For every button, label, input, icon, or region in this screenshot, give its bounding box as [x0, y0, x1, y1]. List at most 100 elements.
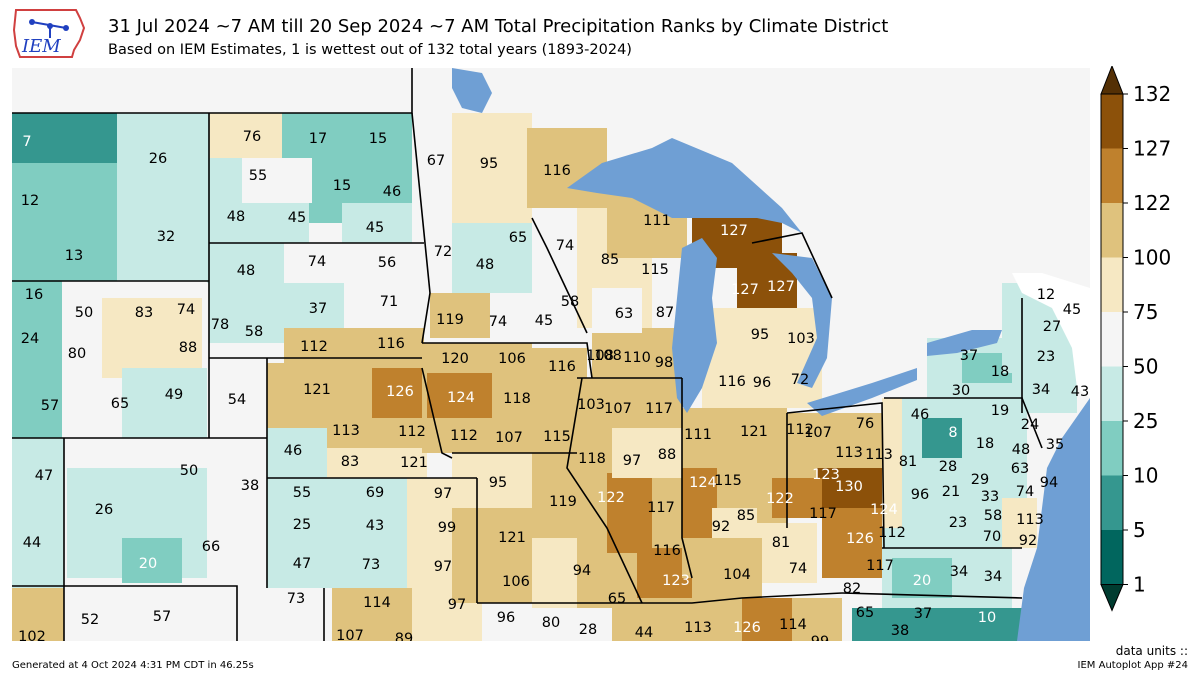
district-rank-label: 54: [228, 392, 246, 408]
district-rank-label: 98: [655, 355, 673, 371]
district: [267, 478, 337, 588]
precipitation-rank-map: 7 26 12 32 13 76 17 15 55 15 46 48 45 45 67 95 116 16 50 83…: [12, 68, 1090, 650]
lake-winnipeg: [452, 68, 492, 113]
district-rank-label: 27: [1043, 319, 1061, 335]
district-rank-label: 103: [577, 397, 605, 413]
district: [242, 158, 312, 203]
district: [772, 478, 822, 518]
district-rank-label: 26: [149, 151, 167, 167]
page-title: 31 Jul 2024 ~7 AM till 20 Sep 2024 ~7 AM…: [108, 16, 889, 37]
district-rank-label: 121: [740, 424, 768, 440]
district-rank-label: 55: [249, 168, 267, 184]
district-rank-label: 119: [549, 494, 577, 510]
district-rank-label: 104: [723, 567, 751, 583]
district-rank-label: 94: [1040, 475, 1058, 491]
district-rank-label: 126: [386, 384, 414, 400]
district: [412, 113, 452, 298]
district: [284, 283, 344, 328]
district-rank-label: 73: [362, 557, 380, 573]
district-rank-label: 116: [543, 163, 571, 179]
district-rank-label: 76: [243, 129, 261, 145]
colorbar-band: [1101, 312, 1123, 367]
district: [427, 373, 492, 418]
district-rank-label: 37: [960, 348, 978, 364]
district-rank-label: 37: [914, 606, 932, 622]
district: [284, 328, 424, 363]
district-rank-label: 50: [75, 305, 93, 321]
district-rank-label: 88: [179, 340, 197, 356]
district-rank-label: 102: [18, 629, 46, 641]
district: [122, 368, 207, 438]
district-rank-label: 85: [601, 252, 619, 268]
district-rank-label: 87: [656, 305, 674, 321]
colorbar-band: [1101, 475, 1123, 530]
district-rank-label: 97: [623, 453, 641, 469]
district-rank-label: 20: [913, 573, 931, 589]
district: [852, 608, 1022, 641]
district-rank-label: 28: [939, 459, 957, 475]
district: [922, 418, 962, 458]
district-rank-label: 46: [383, 184, 401, 200]
district-rank-label: 78: [211, 317, 229, 333]
district-rank-label: 94: [573, 563, 591, 579]
district-rank-label: 113: [684, 620, 712, 636]
district-rank-label: 18: [991, 364, 1009, 380]
district-rank-label: 107: [495, 430, 523, 446]
district: [592, 328, 682, 378]
district-rank-label: 48: [227, 209, 245, 225]
district-rank-label: 85: [737, 508, 755, 524]
district-rank-label: 63: [1011, 461, 1029, 477]
district-rank-label: 65: [509, 230, 527, 246]
district: [712, 508, 757, 538]
district-rank-label: 106: [498, 351, 526, 367]
district-rank-label: 47: [35, 468, 53, 484]
district-rank-label: 106: [502, 574, 530, 590]
district: [430, 293, 490, 338]
colorbar-tick-label: 127: [1133, 137, 1171, 161]
district-rank-label: 58: [245, 324, 263, 340]
district-rank-label: 89: [395, 631, 413, 641]
district-rank-label: 114: [363, 595, 391, 611]
district-rank-label: 10: [978, 610, 996, 626]
district-rank-label: 74: [308, 254, 326, 270]
district-rank-label: 113: [835, 445, 863, 461]
district-rank-label: 74: [789, 561, 807, 577]
district-rank-label: 50: [180, 463, 198, 479]
district: [12, 281, 62, 441]
district-rank-label: 127: [731, 282, 759, 298]
district-rank-label: 116: [653, 543, 681, 559]
district-rank-label: 46: [911, 407, 929, 423]
district-rank-label: 113: [865, 447, 893, 463]
district-rank-label: 127: [720, 223, 748, 239]
district-rank-label: 107: [604, 401, 632, 417]
district-rank-label: 19: [991, 403, 1009, 419]
district-rank-label: 58: [561, 294, 579, 310]
district-rank-label: 96: [753, 375, 771, 391]
district-rank-label: 96: [497, 610, 515, 626]
district-rank-label: 117: [809, 506, 837, 522]
district-rank-label: 67: [427, 153, 445, 169]
district: [452, 113, 532, 223]
district-rank-label: 120: [441, 351, 469, 367]
district-rank-label: 130: [835, 479, 863, 495]
district-rank-label: 99: [811, 634, 829, 641]
page-subtitle: Based on IEM Estimates, 1 is wettest out…: [108, 42, 632, 58]
district: [742, 598, 792, 641]
district: [452, 223, 542, 293]
colorbar-max-arrow: [1100, 64, 1124, 95]
lake-erie: [807, 368, 917, 416]
colorbar-tick-label: 75: [1133, 300, 1158, 324]
district-rank-label: 113: [1016, 512, 1044, 528]
district: [452, 453, 532, 508]
district-rank-label: 47: [293, 556, 311, 572]
district: [592, 288, 642, 333]
district-rank-label: 15: [333, 178, 351, 194]
district: [117, 113, 209, 283]
colorbar-band: [1101, 366, 1123, 421]
district-rank-label: 124: [447, 390, 475, 406]
colorbar-band: [1101, 257, 1123, 312]
district-rank-label: 121: [400, 455, 428, 471]
district-fills: [12, 113, 1077, 641]
district-rank-label: 118: [503, 391, 531, 407]
